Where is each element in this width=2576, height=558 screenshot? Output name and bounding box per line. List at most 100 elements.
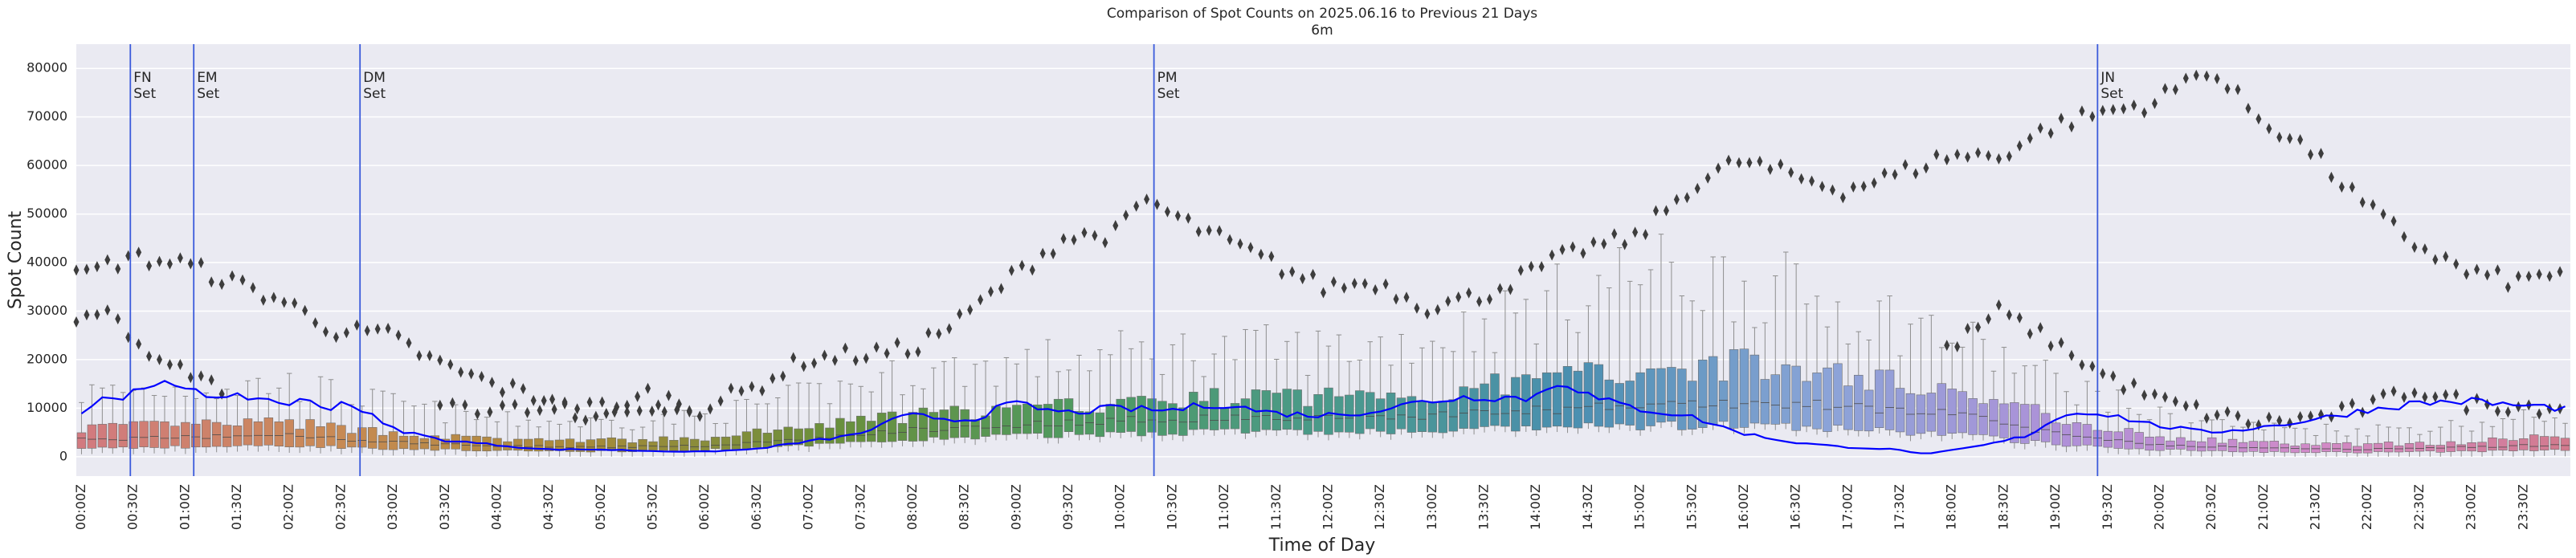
outlier-marker xyxy=(936,328,942,340)
outlier-marker xyxy=(487,406,493,418)
outlier-marker xyxy=(333,332,339,344)
outlier-marker xyxy=(1643,229,1649,241)
box xyxy=(1802,381,1811,427)
outlier-marker xyxy=(146,260,153,272)
outlier-marker xyxy=(967,303,974,316)
outlier-marker xyxy=(520,383,526,395)
outlier-marker xyxy=(1954,340,1961,352)
outlier-marker xyxy=(2016,312,2023,324)
box xyxy=(1833,363,1843,426)
today-series xyxy=(80,380,2566,454)
box xyxy=(357,427,367,448)
outlier-marker xyxy=(1227,234,1233,246)
box xyxy=(1324,387,1333,435)
box xyxy=(430,435,440,451)
box xyxy=(2030,404,2040,442)
box xyxy=(2342,442,2352,453)
box xyxy=(1978,403,1988,435)
outlier-marker xyxy=(474,408,480,420)
outlier-marker xyxy=(614,401,620,413)
outlier-marker xyxy=(2068,349,2075,361)
box xyxy=(2072,422,2082,446)
outlier-marker xyxy=(2110,104,2117,116)
box xyxy=(2425,445,2435,451)
outlier-marker xyxy=(1839,192,1846,204)
box xyxy=(1012,405,1022,434)
outlier-marker xyxy=(1123,210,1129,222)
annotation-label: JN xyxy=(2100,70,2115,86)
outlier-marker xyxy=(2121,103,2127,115)
outlier-marker xyxy=(271,291,277,303)
today-line xyxy=(80,380,2566,454)
box xyxy=(1843,385,1853,430)
x-tick-label: 08:30Z xyxy=(957,484,972,530)
outlier-marker xyxy=(2297,133,2304,145)
box xyxy=(659,436,668,451)
y-tick-label: 50000 xyxy=(27,206,67,221)
outlier-marker xyxy=(1414,302,1420,314)
outlier-marker xyxy=(1694,182,1700,194)
box xyxy=(398,435,409,450)
y-tick-label: 0 xyxy=(59,448,67,463)
outlier-marker xyxy=(1757,155,1763,167)
outlier-marker xyxy=(2349,181,2355,193)
box xyxy=(2155,436,2165,451)
box xyxy=(721,436,731,451)
x-tick-label: 17:30Z xyxy=(1892,484,1907,530)
outlier-marker xyxy=(530,394,537,406)
outlier-marker xyxy=(2287,417,2293,430)
outlier-marker xyxy=(2172,396,2178,408)
outlier-marker xyxy=(208,276,214,288)
box xyxy=(222,425,232,447)
outlier-marker xyxy=(2546,271,2553,283)
outlier-marker xyxy=(2401,391,2407,403)
x-tick-label: 14:00Z xyxy=(1528,484,1543,530)
outlier-marker xyxy=(1071,234,1077,246)
box xyxy=(388,431,398,450)
outlier-marker xyxy=(395,329,402,341)
outlier-marker xyxy=(1403,291,1410,303)
x-tick-label: 06:30Z xyxy=(749,484,764,530)
box xyxy=(1718,381,1729,422)
outlier-marker xyxy=(1092,230,1098,242)
box xyxy=(2321,442,2331,452)
annotation-label: Set xyxy=(197,86,219,102)
box xyxy=(263,417,274,446)
outlier-marker xyxy=(2172,83,2178,96)
box xyxy=(929,412,939,438)
chart-title: Comparison of Spot Counts on 2025.06.16 … xyxy=(1107,6,1537,22)
outlier-marker xyxy=(364,324,370,336)
box xyxy=(918,407,929,442)
box xyxy=(2477,442,2487,453)
plot-area xyxy=(76,44,2570,476)
outlier-marker xyxy=(2016,140,2023,152)
outlier-marker xyxy=(1496,283,1503,295)
outlier-marker xyxy=(541,394,547,406)
outlier-marker xyxy=(1445,295,1451,308)
box xyxy=(1552,372,1562,427)
outlier-marker xyxy=(852,355,859,367)
outlier-marker xyxy=(157,353,162,365)
x-tick-label: 15:30Z xyxy=(1684,484,1699,530)
outlier-marker xyxy=(2152,97,2158,109)
x-tick-label: 05:00Z xyxy=(593,484,608,530)
outlier-marker xyxy=(1986,149,1991,161)
box xyxy=(1427,401,1438,433)
outlier-marker xyxy=(1995,153,2002,165)
outlier-marker xyxy=(524,406,530,418)
outlier-marker xyxy=(2474,263,2480,275)
outlier-marker xyxy=(624,399,631,411)
box xyxy=(1958,391,1967,434)
x-tick-label: 00:30Z xyxy=(125,484,141,530)
outlier-marker xyxy=(1601,238,1607,250)
box xyxy=(1043,404,1053,438)
box xyxy=(2020,404,2030,444)
outlier-marker xyxy=(1507,283,1513,295)
outlier-marker xyxy=(2370,198,2376,210)
outlier-marker xyxy=(1300,273,1306,285)
box xyxy=(970,419,980,440)
box xyxy=(794,428,803,446)
outlier-marker xyxy=(957,308,963,320)
outlier-marker xyxy=(2131,377,2137,389)
box xyxy=(2103,430,2113,448)
